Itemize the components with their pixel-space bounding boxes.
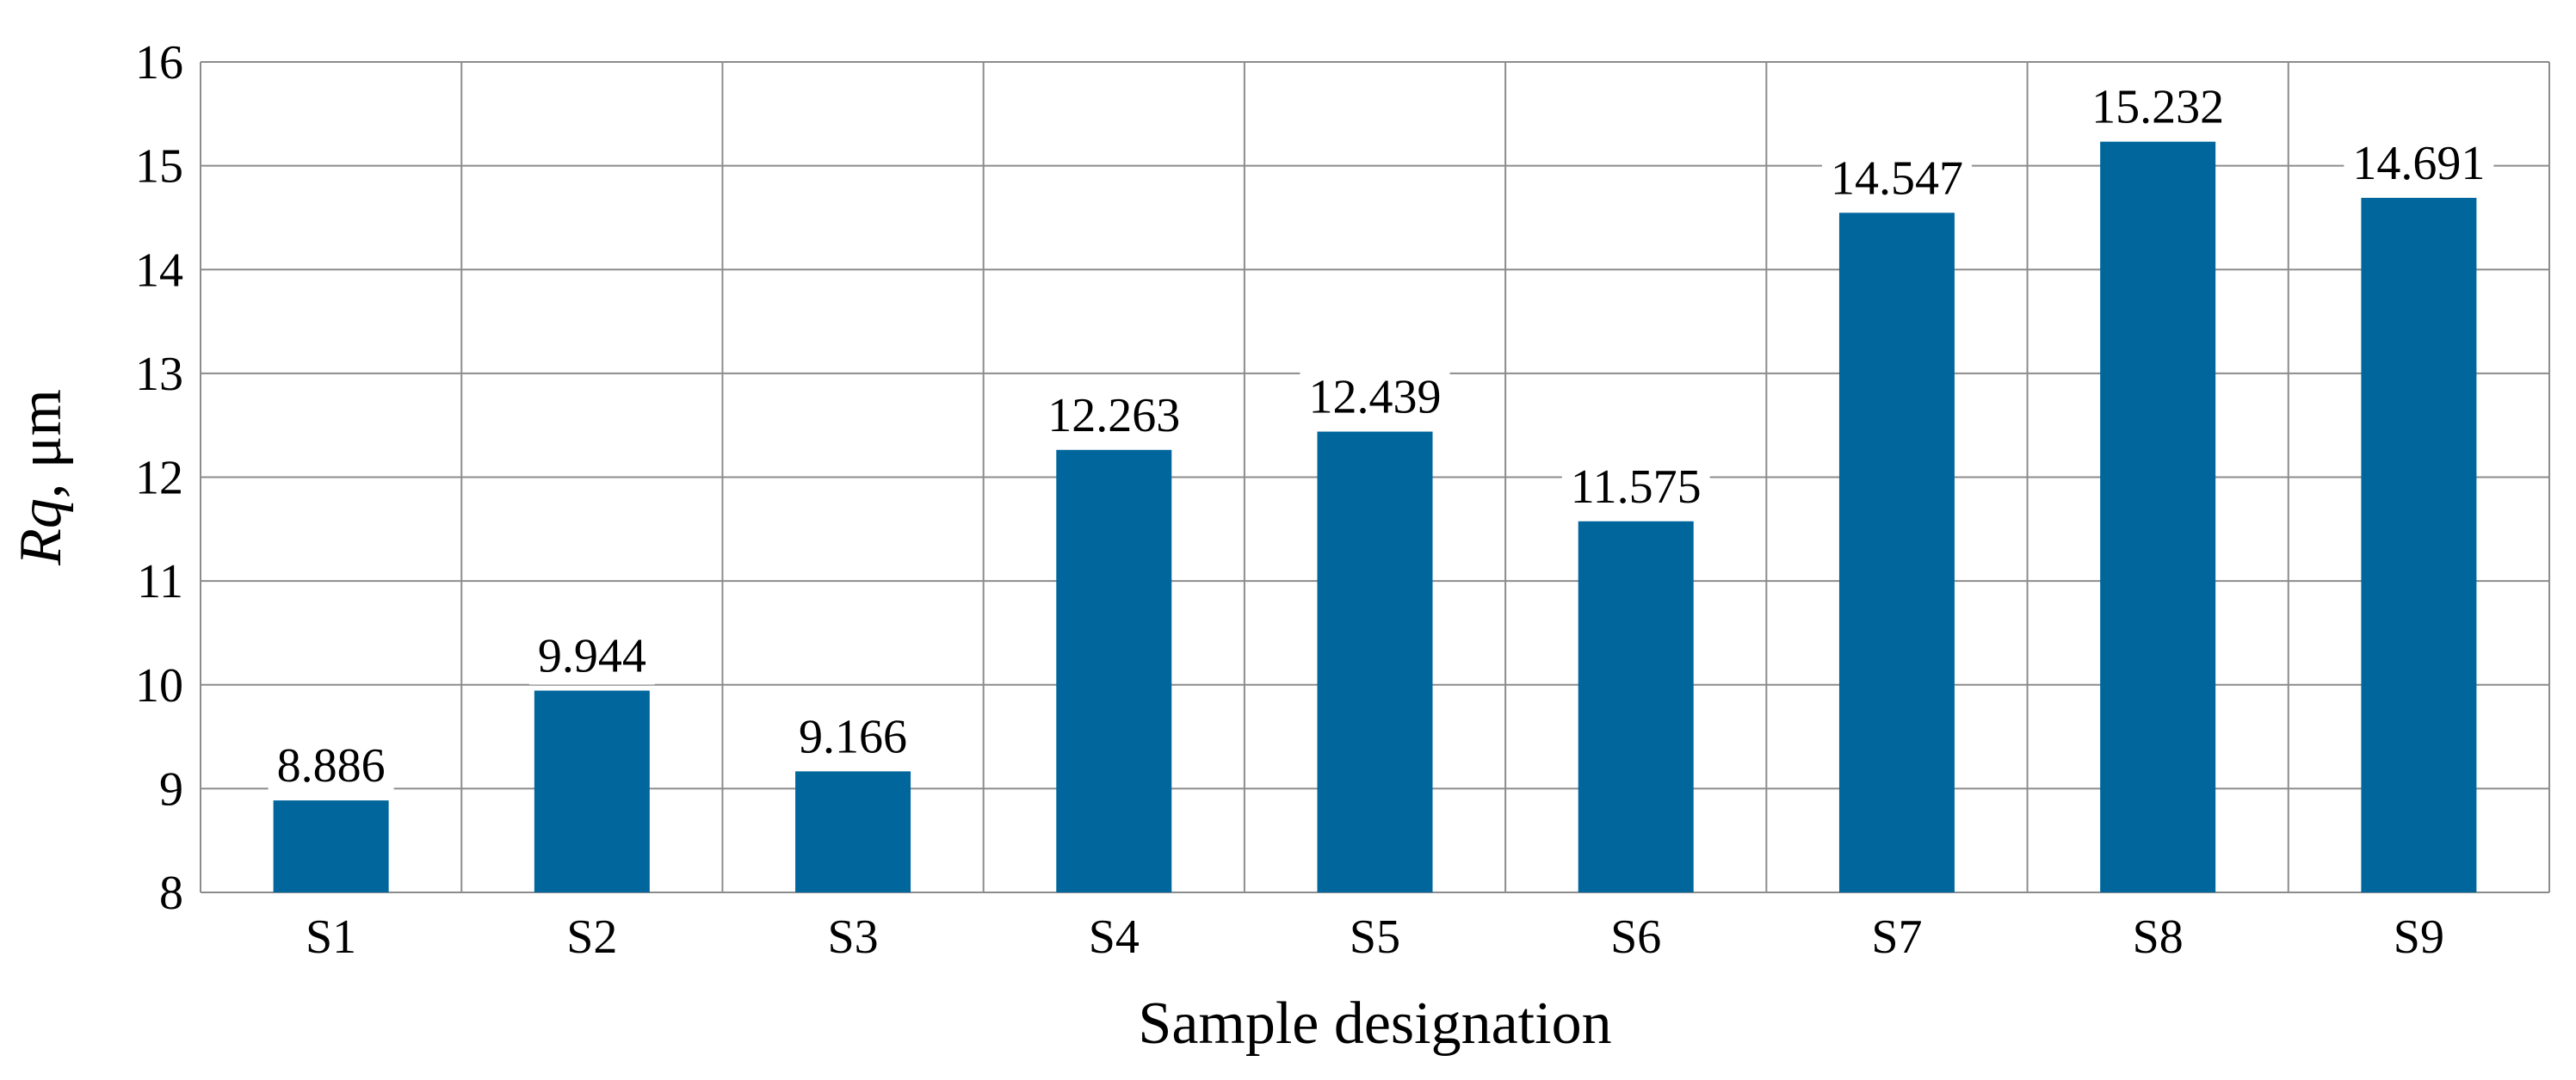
y-tick-label: 9 (159, 762, 183, 816)
data-label-s3: 9.166 (799, 710, 907, 763)
data-label-s7: 14.547 (1831, 151, 1963, 205)
data-label-background (1561, 458, 1710, 515)
x-tick-label-s8: S8 (2133, 910, 2184, 964)
x-tick-label-s4: S4 (1089, 910, 1140, 964)
y-tick-label: 11 (137, 555, 183, 608)
data-label-background (528, 627, 655, 685)
data-label-layer: 8.886 9.944 9.166 12.263 12.439 11.575 14.547 1… (268, 78, 2494, 795)
bar-s2 (534, 690, 650, 892)
data-label-s1: 8.886 (277, 739, 386, 793)
data-label-background (2083, 78, 2233, 136)
data-label-s4: 12.263 (1047, 389, 1180, 442)
bar-s7 (1838, 213, 1955, 892)
bar-layer (273, 141, 2477, 892)
x-tick-label-s5: S5 (1350, 910, 1400, 964)
data-label-s5: 12.439 (1309, 371, 1442, 424)
bar-s1 (273, 800, 389, 892)
bar-s9 (2361, 197, 2477, 892)
data-label-s8: 15.232 (2091, 81, 2224, 134)
y-axis-title: Rq, μm (8, 389, 74, 566)
x-tick-label-s2: S2 (566, 910, 617, 964)
bar-s4 (1056, 449, 1172, 892)
y-tick-label: 14 (135, 244, 183, 297)
y-tick-label: 12 (135, 452, 183, 505)
data-label-background (1300, 368, 1450, 426)
data-label-background (2344, 134, 2494, 192)
y-axis-title-unit: , μm (8, 389, 74, 498)
x-tick-label-s1: S1 (306, 910, 356, 964)
data-label-background (790, 708, 917, 766)
data-label-s6: 11.575 (1571, 460, 1702, 514)
bar-s5 (1317, 431, 1433, 892)
y-tick-label: 15 (135, 140, 183, 194)
y-tick-label: 8 (159, 867, 183, 920)
y-tick-label: 10 (135, 659, 183, 713)
bar-s6 (1578, 521, 1694, 892)
data-label-s2: 9.944 (538, 630, 646, 683)
x-axis-title: Sample designation (1138, 991, 1611, 1057)
y-tick-label: 16 (135, 36, 183, 89)
y-tick-label: 13 (135, 348, 183, 401)
y-axis-title-symbol: Rq (8, 498, 74, 566)
x-tick-label-s6: S6 (1610, 910, 1661, 964)
data-label-background (1039, 386, 1189, 444)
x-axis-ticks: S1 S2 S3 S4 S5 S6 S7 S8 S9 (306, 910, 2444, 964)
x-tick-label-s3: S3 (827, 910, 878, 964)
bar-s8 (2100, 141, 2216, 892)
x-tick-label-s9: S9 (2394, 910, 2444, 964)
data-label-background (268, 737, 394, 795)
bar-s3 (795, 771, 911, 892)
y-axis-ticks: 8 9 10 11 12 13 14 15 16 (135, 36, 183, 920)
data-label-s9: 14.691 (2352, 137, 2485, 190)
x-tick-label-s7: S7 (1871, 910, 1922, 964)
data-label-background (1821, 150, 1972, 207)
